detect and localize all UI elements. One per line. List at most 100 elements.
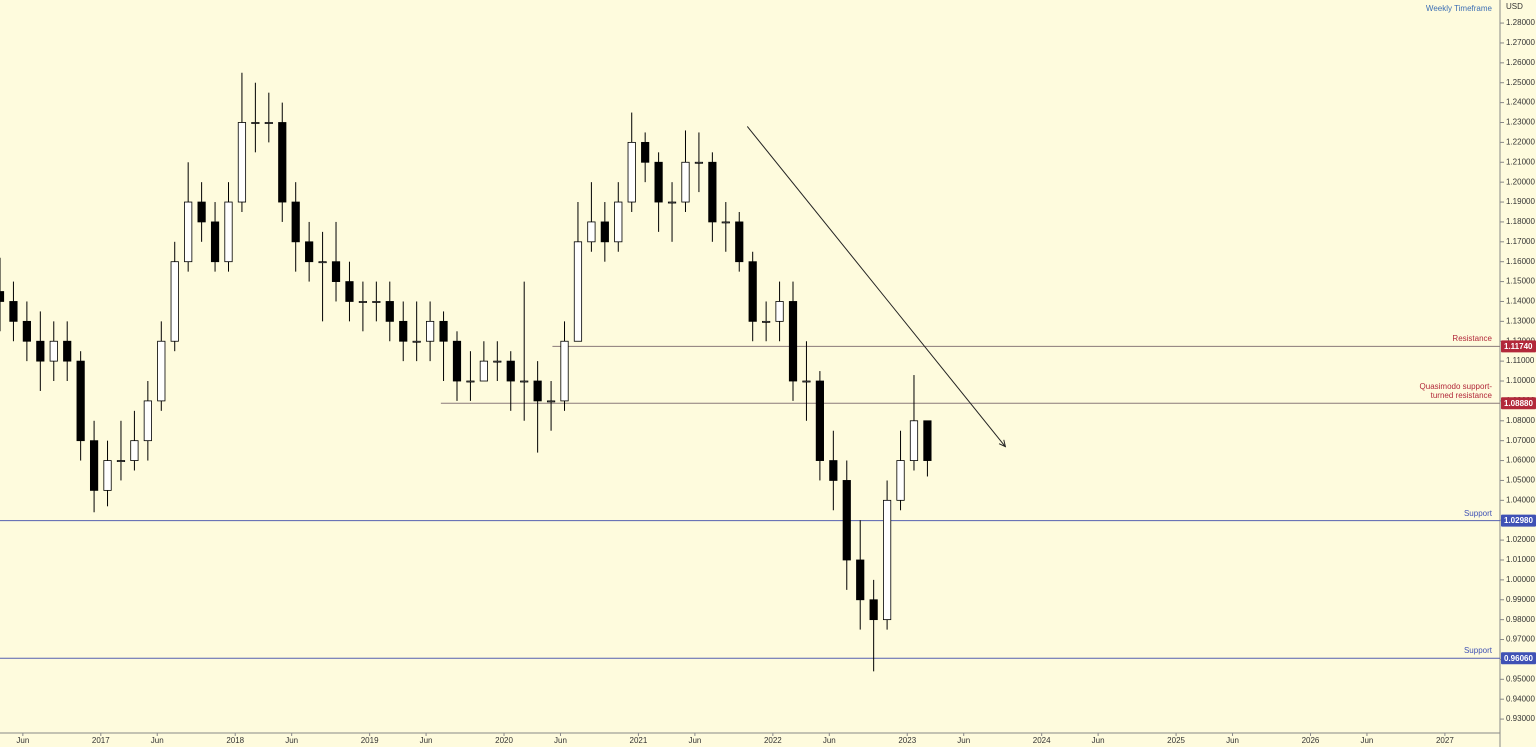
candle-body [896, 460, 905, 501]
candle-body [708, 161, 717, 223]
y-tick-label: 1.26000 [1506, 58, 1535, 67]
candle-body [184, 201, 193, 263]
chart-title: Weekly Timeframe [1426, 4, 1493, 13]
x-tick-label: 2022 [764, 736, 782, 745]
x-tick-label: 2027 [1436, 736, 1454, 745]
y-tick-label: 1.15000 [1506, 277, 1535, 286]
candle-body [197, 201, 206, 223]
candle-body [278, 122, 287, 203]
y-tick-label: 1.00000 [1506, 575, 1535, 584]
y-tick-label: 0.97000 [1506, 635, 1535, 644]
candle-body [224, 201, 233, 263]
candle-body [614, 201, 623, 243]
x-tick-label: 2017 [92, 736, 110, 745]
x-tick-label: Jun [285, 736, 298, 745]
currency-label: USD [1506, 2, 1523, 11]
candle-body [331, 261, 341, 282]
candle-body [143, 400, 152, 442]
candle-body [829, 460, 838, 481]
price-tag-label: 1.08880 [1504, 399, 1533, 408]
y-tick-label: 1.17000 [1506, 237, 1535, 246]
candle-body [318, 261, 327, 264]
y-tick-label: 1.16000 [1506, 257, 1535, 266]
candle-body [130, 440, 139, 461]
level-label: Support [1463, 508, 1492, 518]
y-tick-label: 1.08000 [1506, 416, 1535, 425]
candle-body [667, 201, 677, 204]
price-tag-label: 1.02980 [1504, 516, 1533, 525]
candle-body [89, 440, 99, 491]
x-tick-label: 2025 [1167, 736, 1185, 745]
y-tick-label: 1.25000 [1506, 78, 1535, 87]
y-tick-label: 1.27000 [1506, 38, 1535, 47]
candle-body [748, 261, 757, 322]
candle-body [856, 559, 865, 601]
candle-body [909, 420, 919, 461]
candle-body [372, 301, 381, 303]
candle-body [103, 460, 112, 491]
candle-body [237, 122, 247, 203]
level-label: Resistance [1452, 334, 1492, 344]
price-tag [1501, 340, 1536, 353]
y-tick-label: 0.94000 [1506, 694, 1535, 703]
x-tick-label: Jun [554, 736, 567, 745]
level-label: Support [1463, 646, 1492, 656]
x-tick-label: Jun [420, 736, 433, 745]
candle-body [815, 380, 824, 461]
candle-body [869, 599, 878, 621]
candle-body [439, 320, 448, 342]
candle-body [735, 221, 744, 263]
candle-body [627, 141, 636, 203]
y-tick-label: 1.19000 [1506, 197, 1535, 206]
x-tick-label: Jun [16, 736, 29, 745]
candle-body [923, 420, 932, 461]
y-tick-label: 1.28000 [1506, 18, 1535, 27]
candle-body [426, 320, 435, 342]
y-tick-label: 1.07000 [1506, 436, 1535, 445]
y-tick-label: 0.93000 [1506, 714, 1535, 723]
price-tag-label: 0.96060 [1504, 654, 1533, 663]
candle-body [264, 122, 273, 124]
candle-body [385, 301, 394, 322]
candle-body [305, 241, 314, 263]
candle-body [170, 261, 179, 342]
candle-body [452, 340, 462, 382]
candle-body [345, 281, 354, 302]
candle-body [291, 201, 300, 243]
candle-body [399, 320, 408, 342]
candle-body [412, 340, 421, 343]
candle-body [520, 380, 529, 383]
candle-body [116, 460, 126, 462]
candle-body [654, 161, 663, 203]
candle-body [681, 161, 690, 203]
x-tick-label: Jun [1360, 736, 1373, 745]
y-tick-label: 1.14000 [1506, 297, 1535, 306]
candle-body [49, 340, 58, 362]
candle-body [9, 301, 18, 322]
candle-body [0, 291, 5, 302]
x-tick-label: Jun [151, 736, 164, 745]
candle-body [479, 360, 488, 382]
candle-body [466, 380, 475, 383]
price-tag [1501, 397, 1536, 410]
y-tick-label: 1.05000 [1506, 476, 1535, 485]
x-tick-label: Jun [823, 736, 836, 745]
y-tick-label: 0.99000 [1506, 595, 1535, 604]
candle-body [775, 301, 784, 322]
y-tick-label: 1.06000 [1506, 456, 1535, 465]
candle-body [641, 141, 650, 163]
candle-body [587, 221, 596, 243]
price-tag [1501, 514, 1536, 527]
candle-body [63, 340, 72, 362]
candle-body [762, 320, 771, 323]
y-tick-label: 1.20000 [1506, 177, 1535, 186]
y-tick-label: 0.98000 [1506, 615, 1535, 624]
candle-body [694, 161, 704, 164]
x-tick-label: Jun [688, 736, 701, 745]
candle-body [883, 499, 892, 621]
x-tick-label: 2024 [1033, 736, 1051, 745]
y-tick-label: 1.01000 [1506, 555, 1535, 564]
x-tick-label: 2023 [898, 736, 916, 745]
